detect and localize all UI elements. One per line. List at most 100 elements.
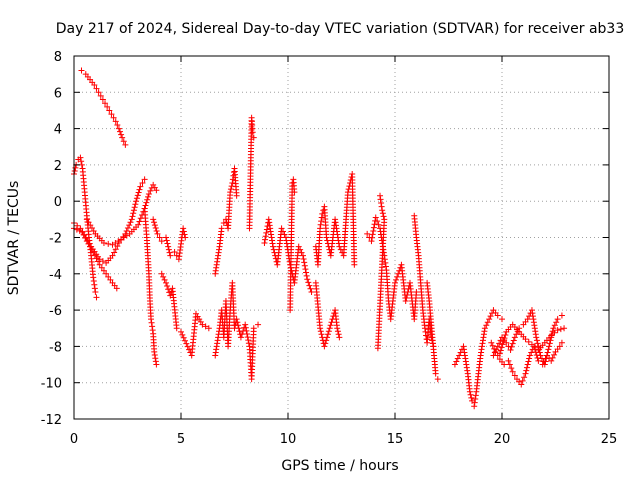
data-point-interp <box>124 225 131 232</box>
data-point-interp <box>152 358 159 365</box>
data-point <box>526 352 533 359</box>
y-tick-label: -8 <box>49 340 62 355</box>
data-point <box>182 234 189 241</box>
data-point-interp <box>110 114 117 121</box>
data-point <box>374 345 381 352</box>
data-point-interp <box>472 396 479 403</box>
y-axis-title: SDTVAR / TECUs <box>6 181 22 296</box>
data-point <box>522 336 529 343</box>
y-tick-label: -10 <box>41 377 62 392</box>
data-point-interp <box>152 225 159 232</box>
data-point-interp <box>543 355 550 362</box>
data-point <box>392 279 398 286</box>
data-point-interp <box>234 319 241 326</box>
x-tick-label: 0 <box>70 432 78 447</box>
data-point-interp <box>245 340 252 347</box>
data-point-interp <box>100 267 107 274</box>
data-point-interp <box>91 281 98 288</box>
data-point <box>554 327 561 334</box>
data-point <box>481 325 488 332</box>
data-point-interp <box>151 219 158 226</box>
data-point <box>112 118 119 125</box>
data-point-interp <box>263 229 270 236</box>
data-point <box>334 325 341 332</box>
data-point-interp <box>129 213 136 220</box>
data-point-interp <box>166 249 173 256</box>
data-point-interp <box>135 189 142 196</box>
data-point-interp <box>111 249 118 256</box>
data-point-interp <box>525 358 532 365</box>
data-point-interp <box>149 327 156 334</box>
data-point-interp <box>317 328 324 335</box>
data-point <box>137 183 144 190</box>
data-point <box>377 192 384 199</box>
data-points <box>71 67 568 410</box>
data-point-interp <box>153 227 160 234</box>
data-point-interp <box>326 325 333 332</box>
data-point <box>163 234 170 241</box>
data-point-interp <box>243 327 250 334</box>
data-point-interp <box>114 121 121 128</box>
data-point-interp <box>453 358 460 365</box>
data-point-interp <box>497 347 504 354</box>
data-point-interp <box>509 340 516 347</box>
data-point-interp <box>151 222 158 229</box>
data-point <box>242 321 249 328</box>
data-point-interp <box>98 264 105 271</box>
data-point-interp <box>557 326 564 333</box>
data-point <box>163 279 170 286</box>
data-point-interp <box>161 276 168 283</box>
data-point-interp <box>182 337 189 344</box>
x-tick-label: 20 <box>494 432 511 447</box>
data-point <box>250 325 257 332</box>
data-point <box>104 103 111 110</box>
data-point-interp <box>139 180 146 187</box>
data-point <box>368 238 375 245</box>
data-point <box>471 403 478 410</box>
data-point <box>119 134 126 141</box>
data-point <box>554 316 561 323</box>
data-point-interp <box>324 237 331 244</box>
data-point-interp <box>307 285 314 292</box>
data-point <box>255 321 262 328</box>
data-point-interp <box>379 210 386 217</box>
data-point-interp <box>369 231 376 238</box>
data-point-interp <box>525 338 532 345</box>
data-point-interp <box>164 283 171 290</box>
data-point-interp <box>322 340 329 347</box>
data-point-interp <box>508 343 515 350</box>
data-point-interp <box>306 282 313 289</box>
data-point <box>486 316 493 323</box>
data-point <box>351 261 358 268</box>
data-point-interp <box>73 226 80 233</box>
data-point <box>180 225 187 232</box>
data-point <box>205 325 212 332</box>
data-point <box>299 252 306 259</box>
y-tick-label: -12 <box>41 413 62 428</box>
data-point-interp <box>136 218 143 225</box>
data-point-interp <box>151 352 158 359</box>
data-point-interp <box>370 228 377 235</box>
data-point <box>90 274 97 281</box>
data-point-interp <box>156 234 163 241</box>
data-point-interp <box>105 273 112 280</box>
data-point <box>78 67 85 74</box>
data-point-interp <box>263 226 270 233</box>
chart-title: Day 217 of 2024, Sidereal Day-to-day VTE… <box>56 21 625 37</box>
data-point-interp <box>320 207 327 214</box>
data-point-interp <box>382 263 389 270</box>
data-point-interp <box>184 343 191 350</box>
data-point-interp <box>524 361 531 368</box>
data-point <box>546 343 553 350</box>
data-point <box>133 198 140 205</box>
data-point-interp <box>71 167 78 174</box>
y-tick-label: 2 <box>54 159 62 174</box>
data-point <box>364 230 371 237</box>
data-point-interp <box>165 246 172 253</box>
data-point-interp <box>305 279 312 286</box>
data-point <box>323 234 330 241</box>
data-point-interp <box>173 252 180 259</box>
axis-ticks <box>73 55 610 420</box>
data-point <box>150 216 157 223</box>
data-point <box>402 298 409 305</box>
